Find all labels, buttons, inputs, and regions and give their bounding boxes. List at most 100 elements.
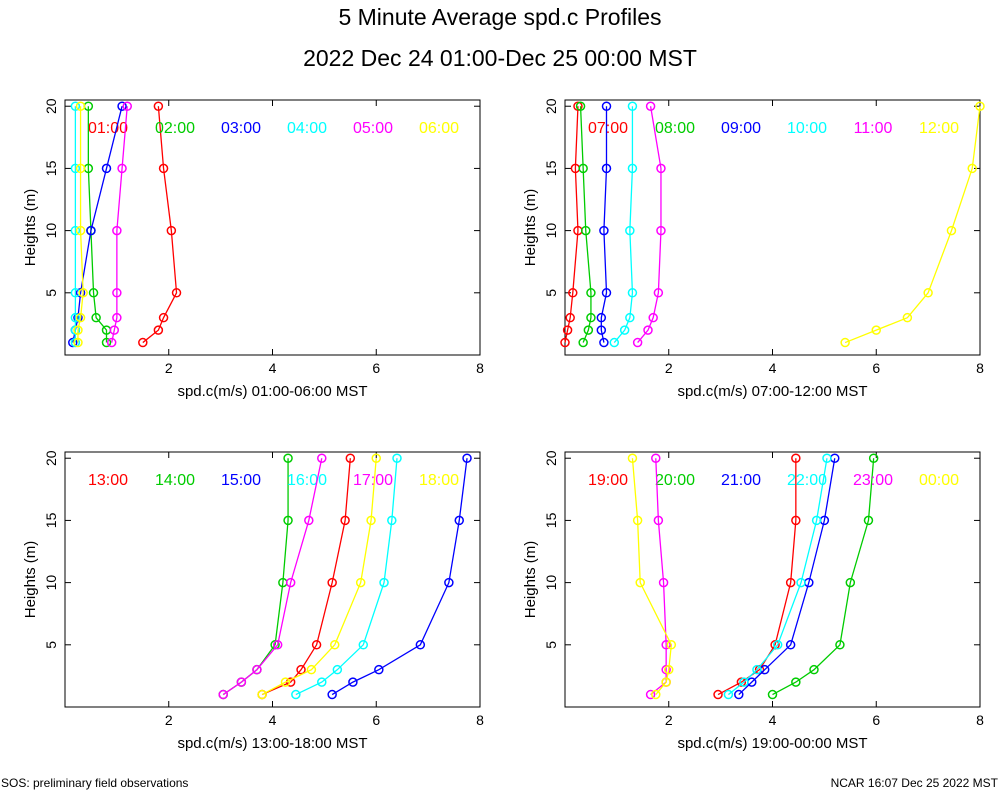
- data-point: [296, 664, 306, 675]
- series-12:00: [840, 101, 985, 348]
- data-point: [601, 163, 612, 174]
- data-point: [767, 689, 778, 700]
- series-line: [738, 458, 836, 696]
- data-point: [609, 337, 620, 348]
- series-line: [844, 106, 981, 344]
- data-point: [78, 288, 88, 298]
- x-tick-label: 6: [872, 360, 880, 376]
- data-point: [454, 515, 464, 526]
- data-point: [752, 664, 762, 675]
- series-02:00: [83, 101, 112, 348]
- data-point: [967, 163, 977, 174]
- legend-label: 13:00: [88, 472, 128, 489]
- y-tick-label: 20: [43, 450, 59, 466]
- data-point: [656, 225, 666, 236]
- data-point: [791, 515, 801, 526]
- series-line: [261, 458, 351, 696]
- data-point: [632, 337, 643, 348]
- data-point: [791, 453, 801, 463]
- legend-label: 18:00: [419, 472, 459, 489]
- data-point: [601, 288, 612, 298]
- data-point: [280, 677, 291, 687]
- plot-frame: [64, 451, 481, 708]
- data-point: [70, 312, 81, 323]
- legend-label: 05:00: [353, 120, 393, 137]
- series-line: [631, 458, 673, 695]
- data-point: [736, 677, 747, 687]
- data-point: [565, 312, 575, 323]
- data-point: [661, 677, 671, 687]
- series-line: [728, 458, 828, 696]
- data-point: [70, 163, 81, 174]
- x-tick-label: 4: [269, 712, 277, 728]
- data-point: [101, 337, 112, 348]
- legend-label: 03:00: [221, 120, 261, 137]
- chart-subtitle: 2022 Dec 24 01:00-Dec 25 00:00 MST: [303, 45, 697, 71]
- data-point: [101, 163, 112, 174]
- x-tick-label: 4: [769, 360, 777, 376]
- y-tick-label: 10: [543, 223, 559, 239]
- x-axis-label: spd.c(m/s) 19:00-00:00 MST: [677, 735, 867, 752]
- series-line: [222, 458, 289, 696]
- data-point: [586, 288, 596, 298]
- series-line: [261, 458, 377, 696]
- x-tick-label: 2: [165, 360, 173, 376]
- data-point: [392, 453, 402, 463]
- series-line: [111, 106, 128, 343]
- data-point: [868, 453, 879, 463]
- y-axis-label: Heights (m): [22, 541, 39, 619]
- data-point: [871, 325, 881, 335]
- data-point: [379, 577, 389, 588]
- panel-4: 2 4 6 8 5 10 15 20 spd.c(m/s) 19:00-00:00 MST Hei…: [522, 450, 984, 752]
- data-point: [625, 225, 635, 236]
- data-point: [444, 577, 454, 588]
- data-point: [739, 677, 749, 687]
- data-point: [946, 225, 957, 236]
- data-point: [374, 664, 384, 675]
- data-point: [653, 515, 664, 526]
- data-point: [586, 312, 596, 323]
- data-point: [91, 312, 101, 323]
- data-point: [158, 163, 169, 174]
- y-tick-label: 15: [43, 160, 59, 176]
- data-point: [599, 337, 609, 348]
- data-point: [112, 288, 122, 298]
- data-point: [627, 163, 638, 174]
- legend-label: 22:00: [787, 472, 827, 489]
- panel-1: 2 4 6 8 5 10 15 20 spd.c(m/s) 01:00-06:00 MST Hei…: [22, 98, 484, 400]
- data-point: [835, 640, 845, 650]
- data-point: [651, 689, 661, 700]
- data-point: [75, 163, 86, 174]
- data-point: [863, 515, 874, 526]
- plot-frame: [564, 451, 981, 708]
- legend-label: 07:00: [588, 120, 628, 137]
- legend-label: 17:00: [353, 472, 393, 489]
- data-point: [304, 515, 314, 526]
- legend-label: 12:00: [919, 120, 959, 137]
- x-axis-label: spd.c(m/s) 13:00-18:00 MST: [177, 735, 367, 752]
- data-point: [578, 163, 588, 174]
- series-22:00: [723, 453, 832, 700]
- series-10:00: [609, 101, 638, 348]
- data-point: [272, 640, 283, 650]
- legend-label: 00:00: [919, 472, 959, 489]
- data-point: [723, 689, 734, 700]
- x-tick-label: 8: [476, 360, 484, 376]
- data-point: [257, 689, 267, 700]
- data-point: [645, 689, 656, 700]
- data-point: [562, 325, 573, 335]
- data-point: [648, 312, 658, 323]
- x-tick-label: 6: [372, 712, 380, 728]
- data-point: [122, 101, 132, 111]
- series-05:00: [106, 101, 132, 348]
- data-point: [348, 677, 358, 687]
- data-point: [902, 312, 913, 323]
- data-point: [70, 325, 81, 335]
- legend-label: 02:00: [155, 120, 195, 137]
- x-axis-label: spd.c(m/s) 07:00-12:00 MST: [677, 383, 867, 400]
- data-point: [88, 288, 99, 298]
- data-point: [117, 101, 127, 111]
- legend-label: 14:00: [155, 472, 195, 489]
- y-tick-label: 10: [43, 223, 59, 239]
- data-point: [601, 101, 612, 111]
